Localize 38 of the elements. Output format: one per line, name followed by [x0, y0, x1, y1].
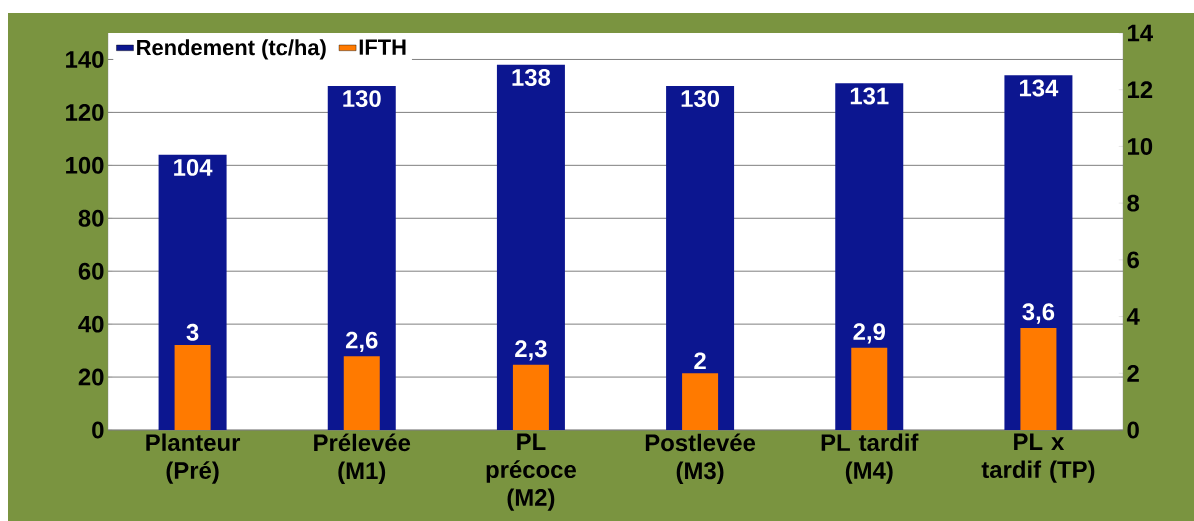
data-label: 2,3	[515, 340, 547, 361]
data-label: 3	[186, 323, 199, 341]
x-tick-label: PL x tardif (TP)	[981, 433, 1095, 483]
data-label: 130	[343, 90, 381, 108]
y-tick-label: 140	[66, 51, 104, 68]
data-label: 130	[681, 90, 720, 108]
data-label: 138	[512, 68, 551, 86]
data-label: 3,6	[1022, 303, 1055, 324]
y-tick-label: 80	[78, 209, 104, 227]
y-tick-label: 60	[78, 262, 104, 280]
x-tick-label: PL tardif (M4)	[821, 433, 919, 484]
bar	[496, 64, 565, 430]
x-tick-label: Planteur (Pré)	[146, 433, 241, 484]
data-label: 2,6	[345, 331, 378, 353]
y2-tick-label: 12	[1128, 81, 1153, 99]
x-tick-label: Postlevée (M3)	[645, 433, 756, 484]
y-tick-label: 0	[92, 421, 104, 439]
y-tick-label: 100	[66, 156, 104, 174]
y2-tick-label: 4	[1126, 308, 1140, 325]
y2-tick-label: 10	[1128, 137, 1153, 155]
data-label: 2,9	[853, 323, 885, 344]
x-tick-label: PL précoce (M2)	[486, 433, 576, 511]
data-label: 104	[174, 158, 213, 176]
bar	[666, 85, 735, 430]
y2-tick-label: 8	[1127, 194, 1140, 212]
y-tick-label: 40	[78, 315, 104, 333]
data-label: 131	[850, 87, 889, 105]
x-tick-label: Prélevée (M1)	[314, 433, 411, 484]
y-tick-label: 120	[66, 103, 104, 121]
y-tick-label: 20	[78, 368, 104, 386]
data-label: 2	[694, 352, 706, 370]
y2-tick-label: 0	[1127, 421, 1139, 439]
data-label: 134	[1019, 79, 1059, 97]
y2-tick-label: 6	[1127, 251, 1139, 269]
legend-label: Rendement (tc/ha)	[137, 39, 326, 60]
y2-tick-label: 2	[1127, 364, 1139, 382]
legend-label: IFTH	[359, 39, 406, 55]
y2-tick-label: 14	[1128, 24, 1153, 42]
